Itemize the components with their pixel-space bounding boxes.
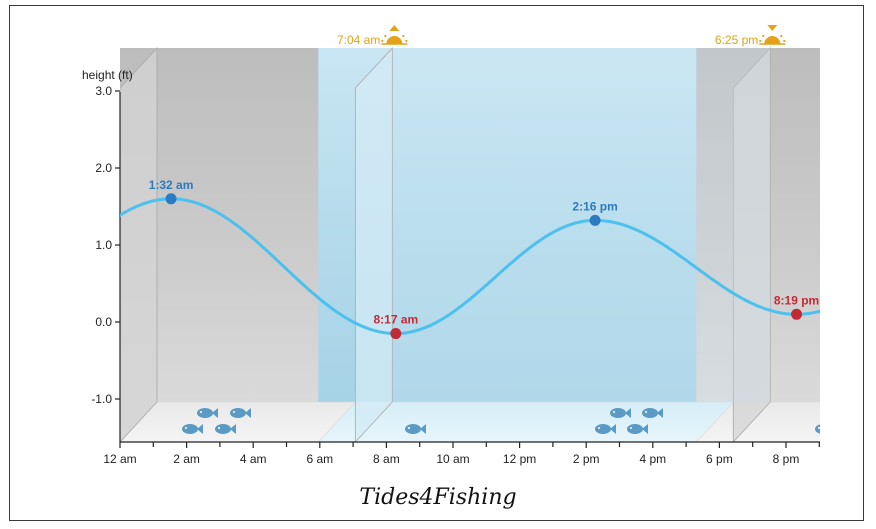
low-tide-label: 8:17 am: [373, 313, 418, 327]
fish-icon: [595, 424, 616, 434]
fish-icon: [230, 408, 251, 418]
fish-icon: [215, 424, 236, 434]
x-tick-label: 4 pm: [639, 452, 666, 466]
wall-sunrise: [354, 46, 393, 444]
high-tide-label: 2:16 pm: [572, 199, 617, 213]
y-tick-label: -1.0: [91, 392, 112, 406]
sun-events: 7:04 am 6:25 pm: [337, 25, 786, 47]
night-panel-late-floor: [695, 401, 820, 443]
y-tick-label: 1.0: [95, 238, 112, 252]
fish-icon: [815, 424, 820, 434]
x-tick-label: 6 am: [306, 452, 333, 466]
fish-icon: [405, 424, 426, 434]
fish-icon: [197, 408, 218, 418]
x-tick-label: 8 am: [373, 452, 400, 466]
x-tick-label: 6 pm: [706, 452, 733, 466]
sunrise-time-label: 7:04 am: [337, 33, 380, 47]
wall-left: [120, 46, 158, 443]
x-tick-label: 10 am: [436, 452, 469, 466]
tide-curve-layer: [120, 197, 820, 335]
y-axis-label: height (ft): [82, 68, 133, 82]
background-layer: [120, 46, 820, 444]
y-tick-label: 3.0: [95, 84, 112, 98]
high-tide-label: 1:32 am: [149, 178, 194, 192]
axes: height (ft) 3.0 2.0 1.0 0.0 -1.0 12 am 2 am 4 am…: [82, 68, 820, 466]
extreme-markers: 1:32 am 8:17 am 2:16 pm 8:19 pm: [149, 178, 819, 340]
fish-icon: [627, 424, 648, 434]
x-tick-label: 2 am: [173, 452, 200, 466]
low-tide-label: 8:19 pm: [774, 293, 819, 307]
x-tick-label: 12 am: [103, 452, 136, 466]
fish-icon: [182, 424, 203, 434]
brand-footer: Tides4Fishing: [359, 485, 517, 510]
tide-curve-line: [120, 197, 820, 335]
sunrise-icon: [381, 25, 408, 45]
fish-icon: [642, 408, 663, 418]
y-tick-label: 2.0: [95, 161, 112, 175]
x-tick-label: 2 pm: [573, 452, 600, 466]
y-tick-label: 0.0: [95, 315, 112, 329]
high-tide-point: [589, 214, 601, 226]
wall-sunset: [732, 46, 771, 444]
sunset-time-label: 6:25 pm: [715, 33, 758, 47]
x-tick-label: 8 pm: [773, 452, 800, 466]
sunset-icon: [759, 25, 786, 45]
day-panel-back: [392, 48, 771, 402]
x-tick-label: 4 am: [240, 452, 267, 466]
high-tide-point: [165, 193, 177, 205]
night-panel-early: [120, 48, 356, 442]
fish-icon: [610, 408, 631, 418]
x-tick-label: 12 pm: [503, 452, 536, 466]
low-tide-point: [390, 328, 402, 340]
low-tide-point: [791, 308, 803, 320]
